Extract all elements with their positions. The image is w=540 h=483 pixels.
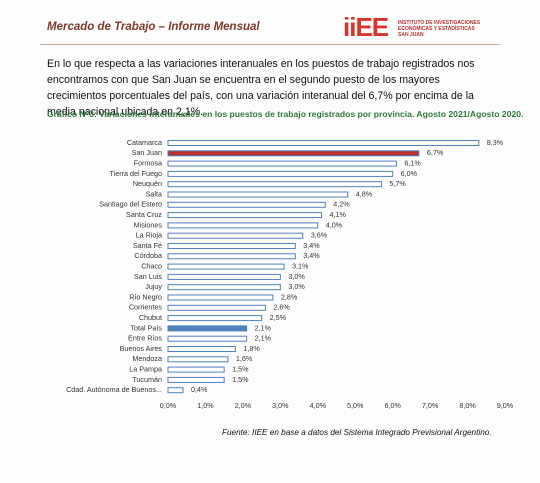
bar bbox=[167, 243, 296, 249]
header-title: Mercado de Trabajo – Informe Mensual bbox=[47, 21, 260, 33]
value-label: 4,2% bbox=[333, 200, 350, 209]
logo: iiEE bbox=[343, 12, 389, 42]
value-label: 4,0% bbox=[326, 220, 343, 229]
bar bbox=[167, 294, 274, 301]
y-tick-label: Río Negro bbox=[129, 292, 162, 301]
x-tick-label: 6,0% bbox=[384, 401, 401, 410]
y-tick-label: Catamarca bbox=[127, 138, 162, 147]
value-label: 1,8% bbox=[243, 344, 260, 353]
value-label: 2,5% bbox=[270, 313, 287, 322]
logo-line: INSTITUTO DE INVESTIGACIONES bbox=[398, 20, 481, 26]
source: Fuente: IIEE en base a datos del Sistema… bbox=[222, 428, 492, 437]
y-tick-label: Jujuy bbox=[145, 282, 162, 291]
y-tick-label: San Juan bbox=[132, 148, 162, 157]
value-label: 1,5% bbox=[232, 375, 249, 384]
value-label: 2,8% bbox=[281, 292, 298, 301]
value-label: 1,5% bbox=[232, 365, 249, 374]
bar bbox=[167, 160, 397, 167]
bar bbox=[167, 212, 323, 219]
value-label: 3,0% bbox=[288, 272, 305, 281]
bar bbox=[167, 376, 225, 383]
bar bbox=[167, 191, 349, 198]
bar bbox=[167, 170, 394, 177]
value-label: 0,4% bbox=[191, 385, 208, 394]
y-tick-label: Misiones bbox=[134, 220, 163, 229]
value-label: 6,0% bbox=[401, 169, 418, 178]
value-label: 3,1% bbox=[292, 262, 309, 271]
y-tick-label: Tierra del Fuego bbox=[110, 169, 162, 178]
value-label: 4,8% bbox=[356, 189, 373, 198]
logo-line: ECONÓMICAS Y ESTADÍSTICAS bbox=[398, 26, 475, 32]
y-tick-label: Cdad. Autónoma de Buenos... bbox=[66, 385, 162, 394]
bar bbox=[167, 325, 248, 332]
x-tick-label: 1,0% bbox=[197, 401, 214, 410]
bar bbox=[167, 263, 285, 270]
y-tick-label: Santa Cruz bbox=[126, 210, 162, 219]
value-label: 2,1% bbox=[255, 334, 272, 343]
x-tick-label: 9,0% bbox=[497, 401, 514, 410]
y-tick-label: Santa Fé bbox=[133, 241, 162, 250]
value-label: 4,1% bbox=[330, 210, 347, 219]
bar bbox=[167, 304, 266, 311]
bar bbox=[167, 284, 281, 291]
bar bbox=[167, 387, 184, 394]
y-tick-label: Santiago del Estero bbox=[99, 200, 162, 209]
y-tick-label: San Luis bbox=[134, 272, 162, 281]
bar bbox=[167, 232, 304, 239]
bar bbox=[167, 273, 281, 280]
y-tick-label: Chaco bbox=[141, 262, 162, 271]
chart-title: Gráfico N°3: Variaciones interanuales en… bbox=[47, 109, 524, 119]
y-tick-label: Salta bbox=[146, 189, 162, 198]
y-tick-label: La Rioja bbox=[136, 231, 162, 240]
y-tick-label: Formosa bbox=[134, 159, 162, 168]
value-label: 6,1% bbox=[404, 159, 421, 168]
y-tick-label: Corrientes bbox=[129, 303, 163, 312]
bar bbox=[167, 181, 382, 188]
x-tick-label: 7,0% bbox=[422, 401, 439, 410]
y-tick-label: Entre Ríos bbox=[128, 334, 162, 343]
value-label: 3,4% bbox=[303, 251, 320, 260]
bar bbox=[167, 315, 263, 322]
paragraph: En lo que respecta a las variaciones int… bbox=[47, 58, 475, 118]
value-label: 2,1% bbox=[255, 323, 272, 332]
x-tick-label: 8,0% bbox=[459, 401, 476, 410]
x-tick-label: 5,0% bbox=[347, 401, 364, 410]
bar bbox=[167, 356, 229, 363]
x-tick-label: 0,0% bbox=[160, 401, 177, 410]
value-label: 8,3% bbox=[487, 138, 504, 147]
bar bbox=[167, 366, 225, 373]
y-tick-label: Neuquén bbox=[133, 179, 162, 188]
y-tick-label: Mendoza bbox=[132, 354, 162, 363]
y-tick-label: Buenos Aires bbox=[120, 344, 163, 353]
bar bbox=[167, 335, 248, 342]
x-tick-label: 4,0% bbox=[310, 401, 327, 410]
bar bbox=[167, 346, 236, 352]
header-rule bbox=[40, 44, 500, 45]
bar bbox=[167, 150, 420, 157]
bar bbox=[167, 253, 296, 260]
logo-text: INSTITUTO DE INVESTIGACIONES ECONÓMICAS … bbox=[398, 20, 480, 38]
value-label: 1,6% bbox=[236, 354, 253, 363]
logo-line: SAN JUAN bbox=[398, 32, 424, 38]
y-tick-label: Total País bbox=[130, 323, 162, 332]
bar bbox=[167, 222, 319, 229]
bar bbox=[167, 140, 480, 146]
y-tick-label: La Pampa bbox=[129, 365, 162, 374]
y-tick-label: Chubut bbox=[139, 313, 162, 322]
value-label: 3,0% bbox=[288, 282, 305, 291]
y-tick-label: Tucumán bbox=[132, 375, 162, 384]
x-tick-label: 2,0% bbox=[235, 401, 252, 410]
bar bbox=[167, 201, 326, 208]
value-label: 6,7% bbox=[427, 148, 444, 157]
value-label: 3,6% bbox=[311, 231, 328, 240]
x-tick-label: 3,0% bbox=[272, 401, 289, 410]
y-tick-label: Córdoba bbox=[134, 251, 162, 260]
value-label: 5,7% bbox=[389, 179, 406, 188]
value-label: 3,4% bbox=[303, 241, 320, 250]
value-label: 2,6% bbox=[273, 303, 290, 312]
